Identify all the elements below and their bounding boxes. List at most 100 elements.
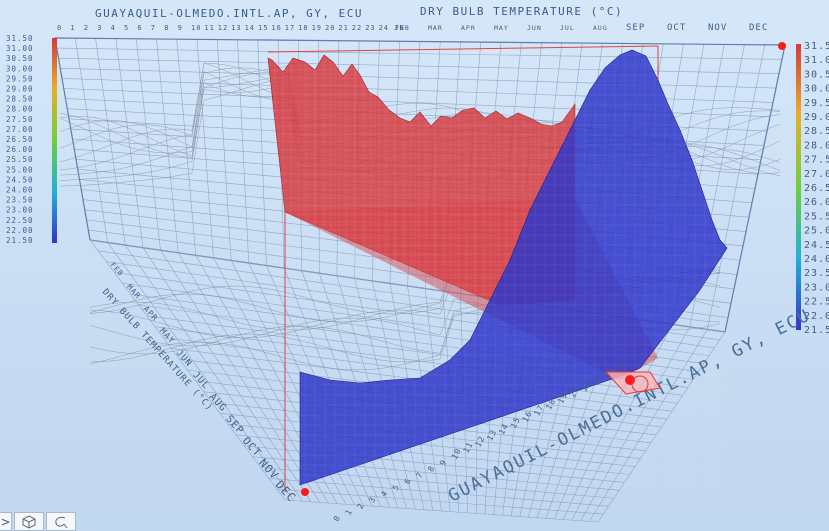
hour-tick-label: 24 JN [379, 24, 405, 32]
month-tick-side: APR [142, 304, 160, 323]
month-tick-top: SEP [626, 23, 645, 33]
month-tick-side: MAR [125, 282, 143, 300]
left-scale-label: 31.50 [6, 34, 34, 43]
hour-tick-label: 20 [325, 24, 335, 32]
hour-tick-label: 10 [191, 24, 201, 32]
month-tick-top: JUN [527, 24, 542, 32]
left-scale-label: 29.50 [6, 74, 34, 83]
hour-tick-label: 17 [285, 24, 295, 32]
toolbar-more-button[interactable]: > [0, 512, 12, 531]
month-tick-top: AUG [593, 24, 608, 32]
hour-tick-label: 8 [164, 24, 169, 32]
right-scale-label: 31.50 [804, 41, 829, 52]
month-tick-side: MAY [158, 326, 177, 346]
front-tick-label: 6 [403, 476, 414, 485]
front-tick-label: 3 [367, 495, 378, 504]
side-axis-title: DRY BULB TEMPERATURE (°C) [100, 287, 215, 413]
left-scale-label: 24.50 [6, 175, 34, 184]
left-scale-label: 21.50 [6, 236, 34, 245]
right-scale-label: 26.50 [804, 183, 829, 194]
lasso-select-button[interactable] [46, 512, 76, 531]
hour-tick-label: 15 [258, 24, 268, 32]
right-scale-labels: 31.50 31.00 30.50 30.00 29.50 29.00 28.50 28.00… [804, 41, 829, 336]
hour-tick-label: 4 [111, 24, 116, 32]
month-tick-side: OCT [240, 435, 264, 459]
front-tick-label: 7 [414, 470, 425, 479]
lasso-select-icon [55, 516, 68, 528]
left-scale-label: 31.00 [6, 44, 34, 53]
hour-tick-label: 3 [97, 24, 102, 32]
view-toolbar: > [0, 512, 76, 531]
left-scale-label: 30.00 [6, 64, 34, 73]
hour-tick-label: 1 [70, 24, 75, 32]
right-scale-label: 25.50 [804, 211, 829, 222]
hour-tick-label: 14 [245, 24, 255, 32]
station-title: GUAYAQUIL-OLMEDO.INTL.AP, GY, ECU [95, 7, 363, 20]
hour-tick-label: 5 [124, 24, 129, 32]
left-scale-label: 23.50 [6, 196, 34, 205]
right-scale-label: 21.50 [804, 325, 829, 336]
left-scale-label: 24.00 [6, 186, 34, 195]
front-tick-label: 1 [344, 507, 355, 516]
right-scale-label: 28.00 [804, 140, 829, 151]
left-scale-label: 22.50 [6, 216, 34, 225]
left-scale-label: 27.50 [6, 115, 34, 124]
left-scale-label: 29.00 [6, 85, 34, 94]
left-color-scale [52, 38, 57, 243]
month-tick-top: MAR [428, 24, 443, 32]
month-tick-top: DEC [749, 23, 768, 33]
hour-tick-label: 19 [312, 24, 322, 32]
hour-tick-label: 7 [151, 24, 156, 32]
left-scale-label: 23.00 [6, 206, 34, 215]
left-scale-label: 26.50 [6, 135, 34, 144]
front-tick-label: 9 [438, 458, 449, 467]
hour-tick-label: 6 [137, 24, 142, 32]
front-tick-label: 2 [355, 501, 366, 510]
right-scale-label: 29.50 [804, 98, 829, 109]
left-scale-label: 28.00 [6, 105, 34, 114]
hour-tick-label: 13 [231, 24, 241, 32]
right-scale-label: 30.00 [804, 84, 829, 95]
right-scale-label: 24.50 [804, 240, 829, 251]
cube-view-button[interactable] [14, 512, 44, 531]
hour-tick-label: 18 [298, 24, 308, 32]
section-handle[interactable] [604, 371, 661, 395]
right-scale-label: 25.00 [804, 226, 829, 237]
right-scale-label: 30.50 [804, 69, 829, 80]
right-scale-label: 29.00 [804, 112, 829, 123]
month-tick-top: NOV [708, 23, 727, 33]
right-scale-label: 22.50 [804, 297, 829, 308]
corner-marker-bottom-left[interactable] [301, 488, 309, 496]
blue-section-surface [299, 49, 728, 486]
left-scale-label: 26.00 [6, 145, 34, 154]
month-tick-top: JUL [560, 24, 575, 32]
right-scale-label: 23.00 [804, 282, 829, 293]
hour-tick-label: 12 [218, 24, 228, 32]
front-tick-label: 11 [462, 440, 475, 455]
hour-axis-ticks: 0 1 2 3 4 5 6 7 8 9 10 11 12 13 14 15 16 17 18 19 20 21 22 23 24… [57, 24, 405, 32]
front-tick-label: 13 [485, 428, 498, 443]
right-scale-label: 26.00 [804, 197, 829, 208]
right-color-scale [796, 44, 801, 330]
front-tick-label: 14 [497, 422, 510, 437]
section-plane-outline [267, 45, 659, 492]
corner-marker-top-right[interactable] [778, 42, 786, 50]
right-scale-label: 31.00 [804, 55, 829, 66]
month-tick-top: APR [461, 24, 476, 32]
left-scale-label: 27.00 [6, 125, 34, 134]
left-scale-label: 22.00 [6, 226, 34, 235]
right-scale-label: 27.50 [804, 155, 829, 166]
hour-tick-label: 21 [338, 24, 348, 32]
hour-tick-label: 11 [204, 24, 214, 32]
right-scale-label: 23.50 [804, 268, 829, 279]
hour-tick-label: 23 [365, 24, 375, 32]
left-scale-label: 30.50 [6, 54, 34, 63]
front-tick-label: 8 [426, 464, 437, 473]
hour-tick-label: 9 [178, 24, 183, 32]
hour-tick-label: 22 [352, 24, 362, 32]
